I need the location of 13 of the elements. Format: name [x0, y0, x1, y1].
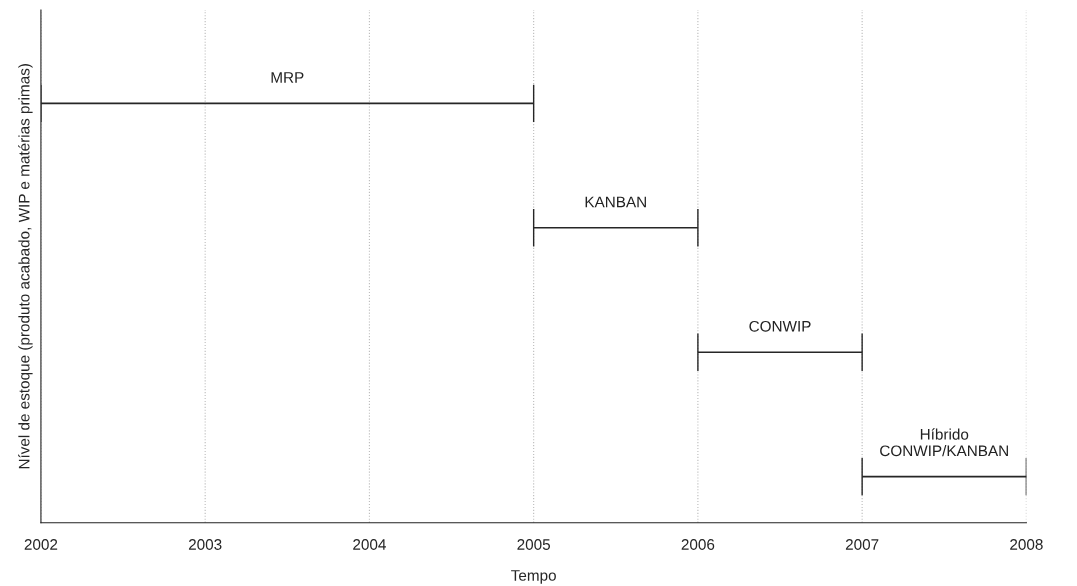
- x-tick-label: 2005: [517, 539, 551, 550]
- x-tick-label: 2003: [188, 539, 222, 550]
- x-tick-label: 2004: [353, 539, 386, 550]
- y-tick-label: CONWIP: [749, 320, 811, 332]
- y-tick-label: Híbrido CONWIP/KANBAN: [880, 428, 1008, 457]
- y-tick-label: MRP: [271, 72, 304, 83]
- y-axis-title: Nível de estoque (produto acabado, WIP e matérias primas): [18, 64, 33, 469]
- x-tick-label: 2002: [24, 539, 58, 550]
- x-tick-label: 2007: [845, 539, 879, 550]
- x-tick-label: 2008: [1010, 539, 1043, 550]
- x-axis-title: Tempo: [511, 570, 556, 584]
- x-tick-label: 2006: [681, 539, 715, 550]
- y-tick-label: KANBAN: [585, 196, 646, 208]
